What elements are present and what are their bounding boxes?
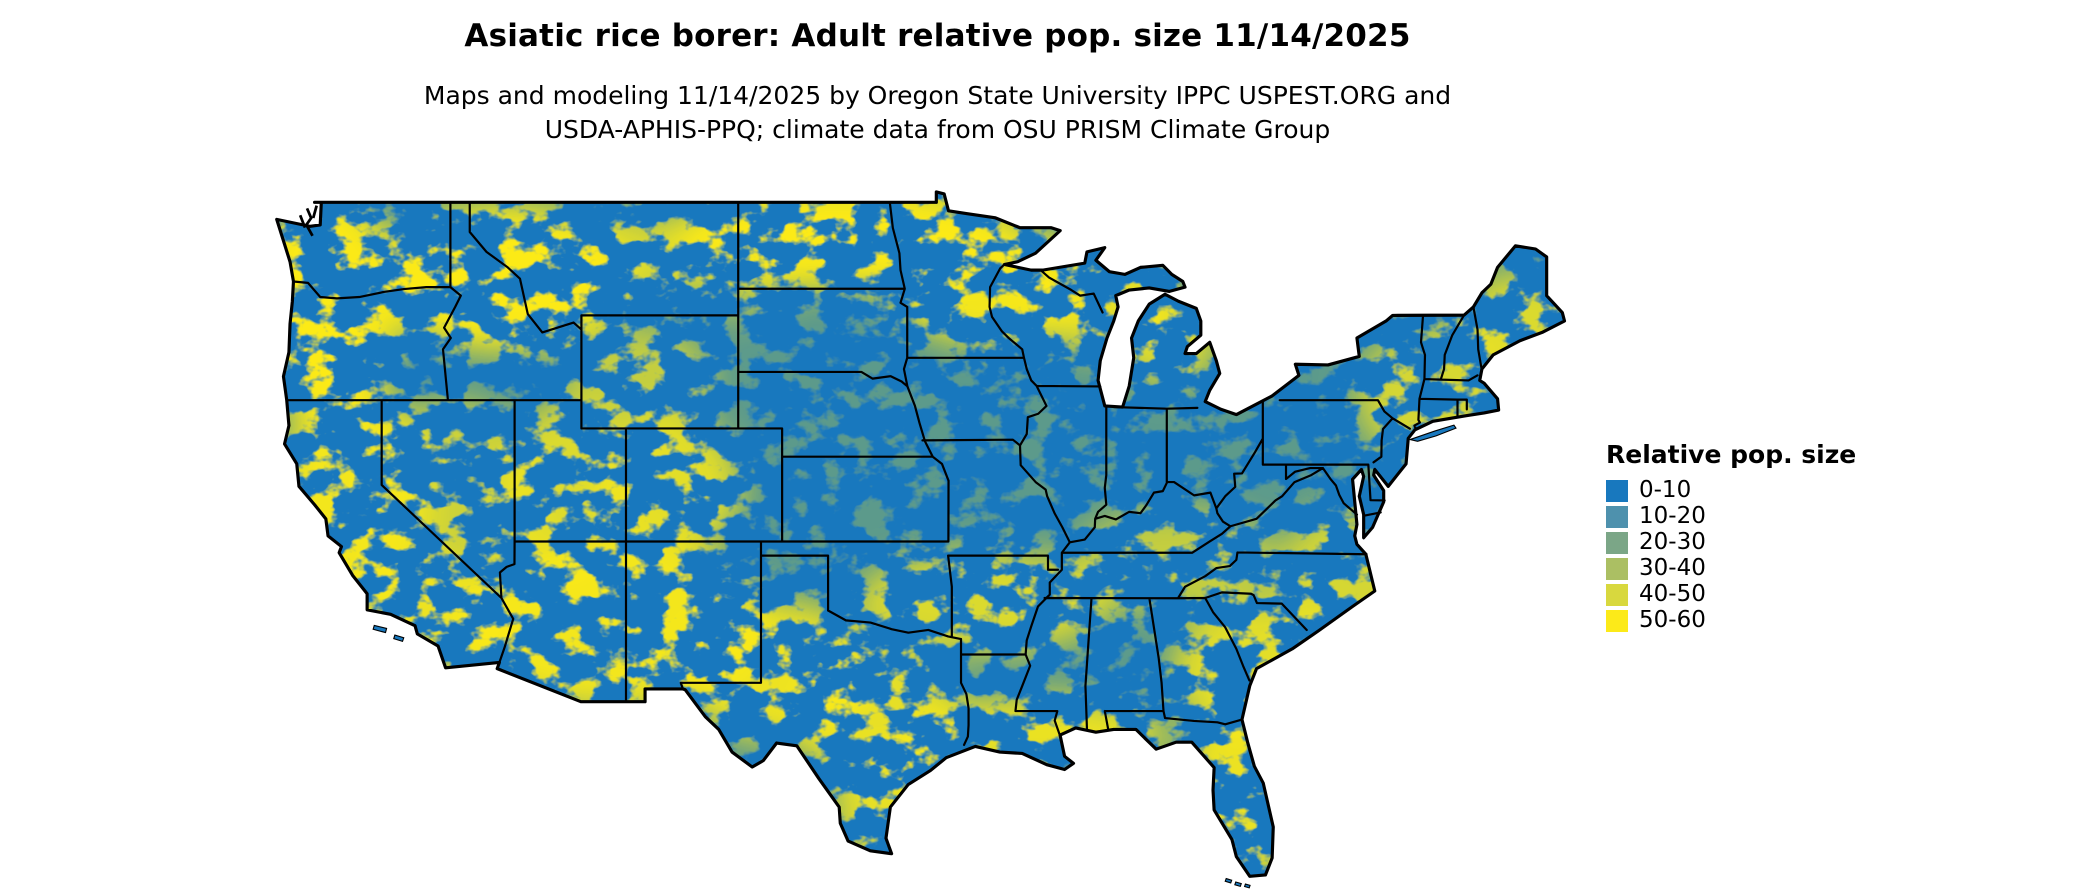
- page-subtitle: Maps and modeling 11/14/2025 by Oregon S…: [0, 79, 1875, 147]
- legend-swatch-30-40: [1606, 557, 1628, 580]
- map-legend: Relative pop. size 0-10 10-20 20-30 30-4…: [1606, 440, 1856, 635]
- legend-item: 20-30: [1606, 531, 1856, 554]
- legend-label: 10-20: [1639, 503, 1706, 529]
- legend-label: 40-50: [1639, 581, 1706, 607]
- pop-layer-50-60: [276, 191, 1565, 877]
- legend-swatch-10-20: [1606, 505, 1628, 528]
- legend-swatch-50-60: [1606, 609, 1628, 632]
- legend-swatch-40-50: [1606, 583, 1628, 606]
- legend-label: 30-40: [1639, 555, 1706, 581]
- legend-item: 50-60: [1606, 609, 1856, 632]
- legend-item: 0-10: [1606, 479, 1856, 502]
- population-raster-layers: [276, 191, 1565, 877]
- legend-swatch-20-30: [1606, 531, 1628, 554]
- legend-item: 30-40: [1606, 557, 1856, 580]
- legend-swatch-0-10: [1606, 479, 1628, 502]
- state-borders: [285, 201, 1483, 747]
- legend-label: 50-60: [1639, 607, 1706, 633]
- subtitle-line-2: USDA-APHIS-PPQ; climate data from OSU PR…: [544, 115, 1331, 144]
- legend-label: 0-10: [1639, 477, 1692, 503]
- legend-label: 20-30: [1639, 529, 1706, 555]
- subtitle-line-1: Maps and modeling 11/14/2025 by Oregon S…: [423, 81, 1452, 110]
- islands: [372, 424, 1457, 889]
- legend-item: 10-20: [1606, 505, 1856, 528]
- legend-item: 40-50: [1606, 583, 1856, 606]
- page-title: Asiatic rice borer: Adult relative pop. …: [464, 18, 1411, 54]
- us-population-map: [275, 190, 1567, 889]
- us-outline: [275, 190, 1567, 878]
- legend-title: Relative pop. size: [1606, 440, 1857, 469]
